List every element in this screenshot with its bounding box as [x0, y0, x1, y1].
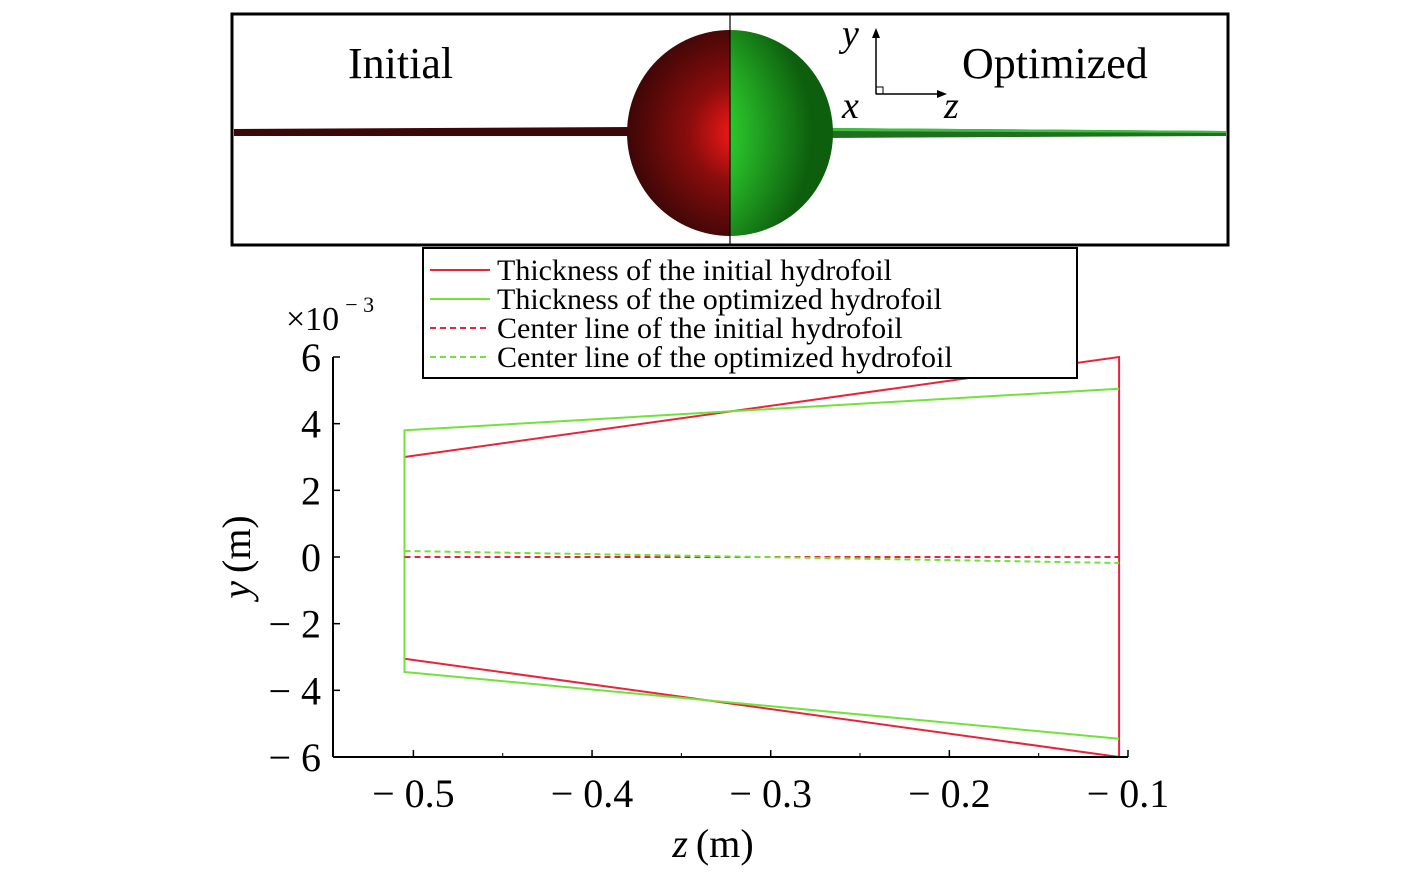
x-tick-label: − 0.1: [1087, 771, 1170, 816]
y-tick-label: − 2: [268, 602, 321, 647]
legend-items: Thickness of the initial hydrofoilThickn…: [430, 254, 953, 374]
legend-label-3: Center line of the initial hydrofoil: [497, 312, 903, 345]
series-line-4: [404, 550, 1120, 564]
series-layer: [403, 355, 1121, 759]
inset-optimized-label: Optimized: [962, 39, 1148, 88]
y-tick-label: 6: [301, 335, 321, 380]
triad-z-label: z: [943, 85, 959, 127]
chart-legend: Thickness of the initial hydrofoilThickn…: [422, 247, 1078, 379]
y-tick-label: 2: [301, 468, 321, 513]
legend-label-1: Thickness of the initial hydrofoil: [497, 254, 892, 287]
legend-box: [422, 247, 1078, 379]
initial-sphere-half: [627, 30, 730, 236]
x-tick-label: − 0.2: [908, 771, 991, 816]
triad-y-label: y: [838, 13, 859, 55]
coordinate-triad: y x z: [838, 13, 959, 127]
x-tick-label: − 0.4: [551, 771, 634, 816]
geometry-inset: Initial Optimized y x z: [230, 12, 1230, 247]
legend-label-2: Thickness of the optimized hydrofoil: [497, 283, 942, 316]
thickness-chart: − 0.5 − 0.4 − 0.3 − 0.2 − 0.1 6 4 2 0 − 2 − 4 − 6 ×…: [214, 292, 1169, 866]
legend-label-4: Center line of the optimized hydrofoil: [497, 341, 953, 374]
y-tick-label: − 6: [268, 735, 321, 780]
optimized-sphere-half: [730, 30, 833, 236]
x-axis-title: z (m): [671, 821, 753, 866]
ticks-layer: − 0.5 − 0.4 − 0.3 − 0.2 − 0.1 6 4 2 0 − 2 − 4 − 6: [268, 335, 1169, 816]
y-tick-label: − 4: [268, 668, 321, 713]
y-tick-label: 0: [301, 535, 321, 580]
y-multiplier-label: ×10− 3: [286, 292, 374, 338]
series-line-1: [403, 355, 1121, 759]
initial-hydrofoil-strip: [234, 127, 635, 136]
triad-x-label: x: [841, 85, 859, 127]
x-tick-label: − 0.5: [372, 771, 455, 816]
optimized-hydrofoil-edge: [826, 128, 1226, 133]
y-axis-title: y(m): [214, 515, 259, 603]
y-tick-label: 4: [301, 402, 321, 447]
x-tick-label: − 0.3: [729, 771, 812, 816]
inset-initial-label: Initial: [348, 39, 453, 88]
